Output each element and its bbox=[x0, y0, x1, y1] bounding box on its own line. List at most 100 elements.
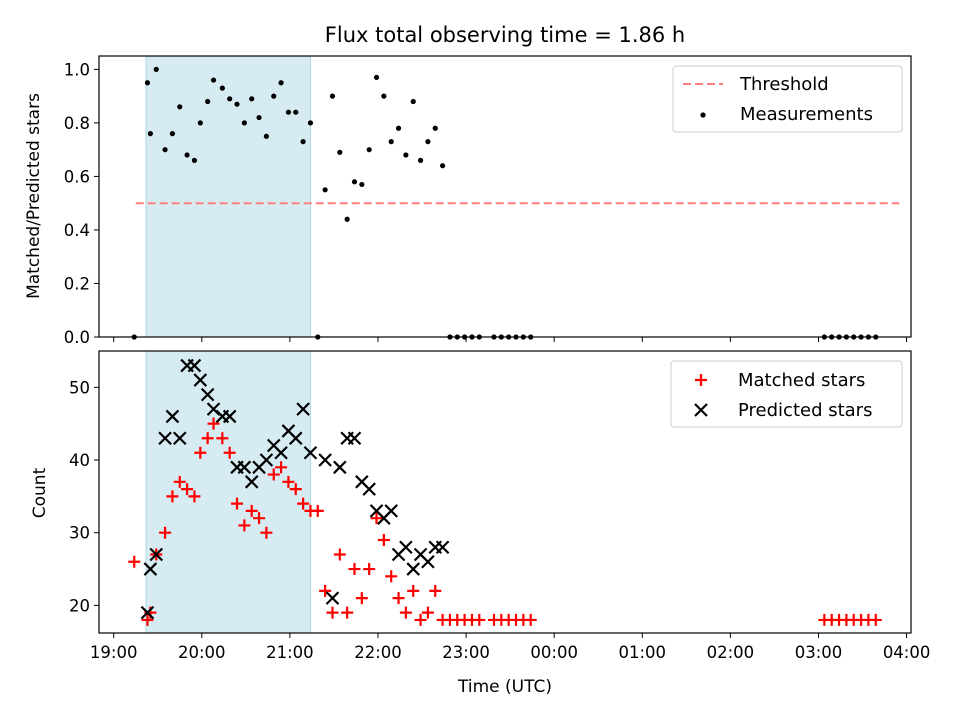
matched-star-marker bbox=[341, 606, 354, 619]
measurement-point bbox=[351, 179, 358, 185]
matched-star-marker bbox=[238, 519, 251, 532]
legend-predicted-swatch bbox=[694, 403, 708, 417]
measurement-point bbox=[144, 80, 151, 86]
legend-matched-label: Matched stars bbox=[738, 370, 865, 391]
predicted-star-marker bbox=[140, 605, 155, 620]
bottom-panel-y-axis-label: Count bbox=[30, 467, 50, 518]
measurement-point bbox=[184, 152, 190, 158]
matched-star-marker bbox=[201, 432, 214, 445]
shaded-interval bbox=[145, 350, 311, 634]
top-panel-y-axis-label: Matched/Predicted stars bbox=[24, 93, 44, 299]
measurement-point bbox=[234, 101, 240, 107]
measurement-point bbox=[366, 147, 372, 153]
y-tick-label: 1.0 bbox=[64, 60, 90, 79]
y-tick-label: 0.2 bbox=[64, 274, 90, 293]
matched-star-marker bbox=[473, 613, 486, 626]
predicted-star-marker bbox=[200, 387, 215, 402]
predicted-stars-points bbox=[140, 358, 450, 620]
matched-star-marker bbox=[260, 526, 273, 539]
y-tick-label: 0.0 bbox=[64, 328, 90, 347]
matched-star-marker bbox=[326, 606, 339, 619]
predicted-star-marker bbox=[362, 482, 376, 496]
measurement-point bbox=[263, 133, 269, 139]
measurement-point bbox=[153, 66, 159, 72]
measurement-point bbox=[359, 181, 365, 188]
predicted-star-marker bbox=[325, 591, 340, 605]
predicted-star-marker bbox=[237, 460, 252, 475]
matched-star-marker bbox=[524, 613, 537, 626]
measurement-point bbox=[329, 93, 336, 99]
predicted-star-marker bbox=[149, 547, 164, 562]
measurement-point bbox=[197, 120, 203, 126]
matched-star-marker bbox=[253, 512, 266, 525]
measurement-point bbox=[403, 152, 409, 158]
top-panel-legend-box bbox=[672, 65, 903, 133]
matched-star-marker bbox=[282, 475, 295, 488]
y-tick-label: 50 bbox=[69, 378, 90, 397]
predicted-star-marker bbox=[143, 562, 158, 576]
matched-star-marker bbox=[319, 584, 332, 597]
x-tick-label: 02:00 bbox=[707, 643, 755, 662]
predicted-star-marker bbox=[333, 460, 347, 475]
predicted-star-marker bbox=[172, 431, 187, 445]
bottom-panel-legend-box bbox=[670, 360, 903, 428]
matched-star-marker bbox=[297, 497, 310, 510]
matched-star-marker bbox=[207, 417, 220, 430]
top-panel: Flux total observing time = 1.86 h 0.00.… bbox=[24, 23, 912, 347]
matched-star-marker bbox=[399, 606, 412, 619]
matched-star-marker bbox=[173, 475, 186, 488]
measurement-point bbox=[285, 109, 292, 115]
measurement-point bbox=[241, 120, 247, 126]
matched-star-marker bbox=[414, 613, 427, 626]
x-tick-label: 01:00 bbox=[619, 643, 667, 662]
measurement-point bbox=[439, 163, 446, 169]
y-tick-label: 0.6 bbox=[64, 167, 90, 186]
matched-star-marker bbox=[188, 490, 201, 503]
top-panel-shaded-interval bbox=[145, 55, 311, 338]
matched-star-marker bbox=[392, 592, 405, 605]
measurement-point bbox=[147, 131, 153, 137]
measurement-point bbox=[395, 125, 402, 131]
top-panel-frame bbox=[98, 55, 912, 338]
predicted-star-marker bbox=[187, 358, 202, 373]
x-tick-label: 03:00 bbox=[795, 643, 843, 662]
measurement-point bbox=[256, 114, 262, 121]
measurement-point bbox=[191, 157, 198, 163]
predicted-star-marker bbox=[288, 431, 303, 445]
x-axis-label: Time (UTC) bbox=[457, 677, 552, 697]
measurement-point bbox=[432, 125, 438, 131]
measurement-point bbox=[388, 139, 394, 145]
shaded-interval bbox=[145, 55, 311, 338]
measurement-point bbox=[177, 104, 183, 110]
matched-star-marker bbox=[231, 497, 244, 510]
legend-matched-swatch bbox=[695, 374, 707, 386]
top-panel-y-ticks: 0.0 0.2 0.4 0.6 0.8 1.0 bbox=[64, 60, 99, 347]
legend-measurements-label: Measurements bbox=[740, 104, 873, 125]
measurement-point bbox=[300, 139, 306, 145]
predicted-star-marker bbox=[244, 475, 259, 489]
bottom-panel-y-ticks: 20 30 40 50 bbox=[69, 378, 99, 615]
matched-star-marker bbox=[181, 483, 194, 496]
predicted-star-marker bbox=[435, 540, 450, 555]
bottom-panel-x-ticks: 19:00 20:00 21:00 22:00 23:00 00:00 01:00 02:00… bbox=[90, 633, 930, 662]
bottom-panel-legend: Matched stars Predicted stars bbox=[670, 360, 903, 428]
matched-star-marker bbox=[370, 512, 383, 525]
bottom-panel-frame bbox=[98, 350, 912, 634]
predicted-star-marker bbox=[421, 554, 435, 569]
x-tick-label: 22:00 bbox=[354, 643, 402, 662]
y-tick-label: 30 bbox=[69, 524, 90, 543]
matched-star-marker bbox=[355, 592, 368, 605]
measurement-point bbox=[219, 85, 225, 91]
measurement-point bbox=[210, 77, 217, 83]
matched-star-marker bbox=[363, 563, 376, 576]
matched-star-marker bbox=[421, 606, 434, 619]
matched-stars-points bbox=[128, 417, 882, 626]
matched-star-marker bbox=[223, 446, 236, 459]
predicted-star-marker bbox=[347, 431, 362, 445]
legend-predicted-label: Predicted stars bbox=[738, 400, 872, 421]
measurement-point bbox=[169, 131, 176, 137]
matched-star-marker bbox=[385, 570, 398, 583]
matched-star-marker bbox=[333, 548, 346, 561]
measurement-point bbox=[410, 98, 416, 105]
measurement-point bbox=[227, 96, 233, 102]
